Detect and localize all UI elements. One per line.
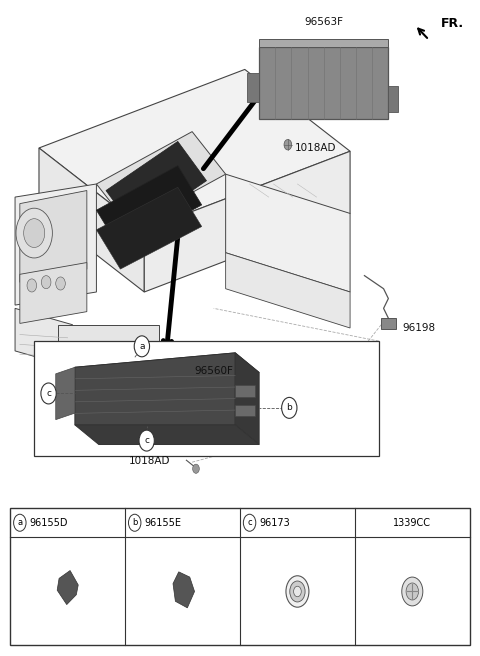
Text: 96155E: 96155E (144, 518, 181, 527)
Polygon shape (20, 262, 87, 323)
Bar (34, 341, 379, 456)
Polygon shape (15, 184, 96, 305)
Circle shape (286, 576, 309, 607)
Text: c: c (46, 389, 51, 398)
Polygon shape (58, 367, 158, 394)
Polygon shape (96, 132, 226, 226)
Polygon shape (75, 353, 235, 425)
Polygon shape (15, 308, 72, 367)
Circle shape (129, 514, 141, 531)
Text: b: b (287, 403, 292, 413)
Circle shape (134, 336, 150, 357)
Circle shape (24, 218, 45, 247)
Circle shape (27, 279, 36, 292)
Text: a: a (17, 518, 23, 527)
Text: b: b (132, 518, 137, 527)
Bar (247, 73, 259, 102)
Polygon shape (39, 148, 144, 292)
Bar (381, 318, 396, 329)
Text: 96155D: 96155D (29, 518, 68, 527)
Circle shape (56, 277, 65, 290)
Circle shape (243, 514, 256, 531)
Bar (10, 508, 470, 646)
Polygon shape (96, 187, 202, 269)
Text: c: c (247, 518, 252, 527)
Bar (388, 86, 398, 112)
Text: FR.: FR. (441, 17, 464, 30)
Text: 96560F: 96560F (194, 365, 233, 375)
Polygon shape (56, 367, 75, 420)
Polygon shape (75, 353, 259, 387)
Circle shape (282, 398, 297, 419)
Polygon shape (75, 425, 259, 445)
Polygon shape (39, 70, 350, 230)
Polygon shape (57, 571, 78, 605)
Circle shape (192, 464, 199, 474)
Polygon shape (20, 190, 87, 282)
Text: 1018AD: 1018AD (295, 143, 336, 153)
Text: 1339CC: 1339CC (393, 518, 432, 527)
Circle shape (41, 276, 51, 289)
Polygon shape (259, 39, 388, 47)
Polygon shape (58, 325, 158, 367)
Circle shape (284, 140, 292, 150)
Circle shape (402, 577, 423, 606)
Polygon shape (226, 174, 350, 292)
Text: 96198: 96198 (403, 323, 436, 333)
Bar (235, 385, 255, 397)
Polygon shape (106, 142, 206, 230)
Text: 1018AD: 1018AD (129, 456, 170, 466)
Circle shape (139, 430, 155, 451)
Text: a: a (139, 342, 144, 351)
Text: c: c (144, 436, 149, 445)
Circle shape (13, 514, 26, 531)
Bar (259, 47, 388, 119)
Polygon shape (96, 166, 202, 249)
Polygon shape (235, 353, 259, 445)
Bar (235, 405, 255, 417)
Text: 96173: 96173 (259, 518, 290, 527)
Circle shape (294, 586, 301, 597)
Circle shape (290, 581, 305, 602)
Polygon shape (226, 253, 350, 328)
Polygon shape (173, 572, 194, 608)
Circle shape (16, 208, 52, 258)
Polygon shape (144, 152, 350, 292)
Text: 96563F: 96563F (304, 17, 343, 27)
Circle shape (406, 583, 419, 600)
Circle shape (41, 383, 56, 404)
